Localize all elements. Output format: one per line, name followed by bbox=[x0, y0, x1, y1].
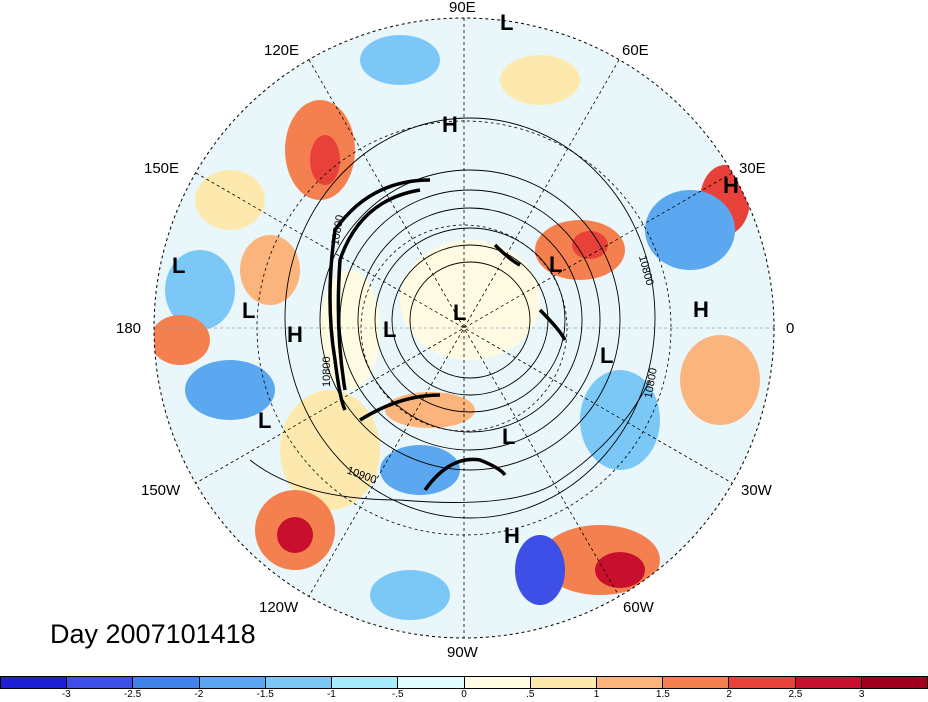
lon-label-30e: 30E bbox=[739, 160, 766, 177]
pressure-center-marker: L bbox=[172, 253, 186, 278]
lon-label-90w: 90W bbox=[447, 644, 478, 661]
contour-label: 10800 bbox=[329, 214, 346, 246]
pressure-center-marker: L bbox=[502, 424, 516, 449]
lon-label-90e: 90E bbox=[449, 0, 476, 16]
lon-label-30w: 30W bbox=[741, 482, 772, 499]
colorbar-tick-label: 0 bbox=[461, 689, 467, 700]
colorbar-swatch bbox=[596, 677, 664, 688]
pressure-center-marker: L bbox=[600, 343, 614, 368]
lon-label-150e: 150E bbox=[144, 160, 180, 177]
colorbar-swatch bbox=[1, 677, 68, 688]
lon-label-60w: 60W bbox=[623, 599, 654, 616]
lon-label-180: 180 bbox=[116, 320, 142, 337]
lon-label-120w: 120W bbox=[259, 599, 299, 616]
pressure-center-marker: H bbox=[442, 112, 458, 137]
pressure-center-marker: L bbox=[383, 317, 397, 342]
colorbar-tick-label: -.5 bbox=[391, 689, 404, 700]
colorbar-tick-label: 1 bbox=[593, 689, 600, 700]
colorbar-swatch bbox=[265, 677, 333, 688]
graticule bbox=[154, 18, 774, 638]
colorbar-tick-label: .5 bbox=[526, 689, 535, 700]
colorbar-swatch bbox=[398, 677, 465, 688]
pressure-center-marker: L bbox=[500, 10, 514, 35]
contour-label: 10800 bbox=[643, 367, 660, 399]
lon-label-150w: 150W bbox=[141, 482, 181, 499]
colorbar-swatch bbox=[663, 677, 730, 688]
lon-label-0: 0 bbox=[786, 320, 795, 337]
map-boundary bbox=[153, 17, 775, 639]
colorbar bbox=[0, 676, 928, 689]
colorbar-swatch bbox=[67, 677, 134, 688]
colorbar-tick-label: -1.5 bbox=[256, 689, 274, 700]
colorbar-swatch bbox=[729, 677, 796, 688]
lon-label-120e: 120E bbox=[264, 42, 300, 59]
colorbar-swatch bbox=[861, 677, 928, 688]
colorbar-tick-label: 3 bbox=[858, 689, 865, 700]
plot-title: Day 2007101418 bbox=[50, 619, 256, 649]
pressure-center-marker: L bbox=[258, 408, 272, 433]
colorbar-swatch bbox=[332, 677, 399, 688]
contour-label: 10800 bbox=[321, 356, 333, 387]
pressure-center-marker: L bbox=[242, 298, 256, 323]
colorbar-tick-label: -2.5 bbox=[123, 689, 142, 700]
lon-label-60e: 60E bbox=[622, 42, 649, 59]
jet-contours bbox=[328, 178, 567, 492]
pressure-center-marker: H bbox=[504, 523, 520, 548]
colorbar-tick-label: -1 bbox=[326, 689, 336, 700]
pressure-center-marker: H bbox=[693, 297, 709, 322]
colorbar-swatch bbox=[795, 677, 862, 688]
colorbar-labels: -3 -2.5 -2 -1.5 -1 -.5 0 .5 1 1.5 2 2.5 3 bbox=[0, 689, 928, 702]
pressure-center-marker: L bbox=[453, 300, 467, 325]
colorbar-tick-label: 2.5 bbox=[788, 689, 803, 700]
colorbar-tick-label: 1.5 bbox=[655, 689, 670, 700]
colorbar-tick-label: 2 bbox=[726, 689, 732, 700]
colorbar-tick-label: -2 bbox=[194, 689, 204, 700]
pressure-center-marker: H bbox=[723, 173, 739, 198]
colorbar-tick-label: -3 bbox=[61, 689, 71, 700]
colorbar-swatch bbox=[464, 677, 531, 688]
colorbar-swatch bbox=[133, 677, 200, 688]
anomaly-field bbox=[154, 18, 774, 638]
colorbar-swatch bbox=[530, 677, 597, 688]
pressure-center-marker: L bbox=[549, 252, 563, 277]
pressure-center-marker: H bbox=[287, 322, 303, 347]
colorbar-swatch bbox=[199, 677, 266, 688]
